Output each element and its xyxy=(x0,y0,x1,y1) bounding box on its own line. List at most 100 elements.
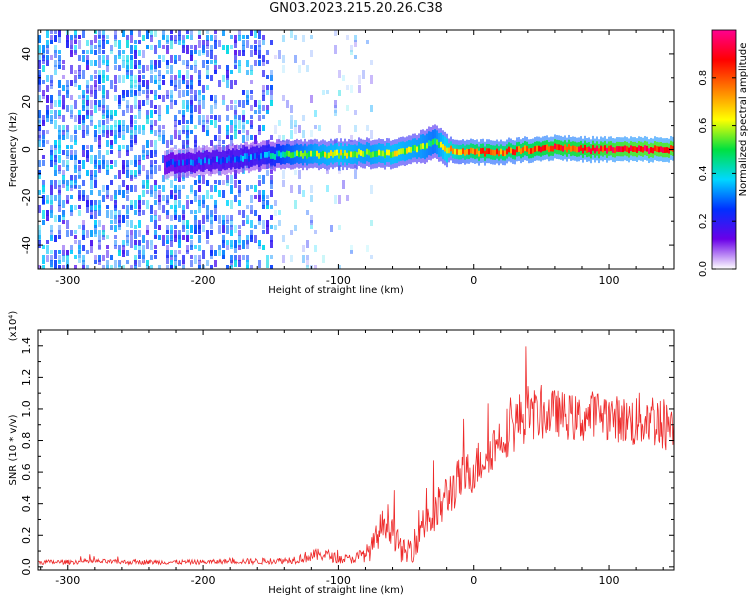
heatmap-cell xyxy=(252,153,254,159)
heatmap-cell xyxy=(238,50,241,56)
heatmap-cell xyxy=(250,95,253,100)
heatmap-cell xyxy=(122,50,125,54)
heatmap-cell xyxy=(656,146,658,152)
heatmap-cell xyxy=(194,195,197,202)
heatmap-cell xyxy=(230,200,233,209)
heatmap-cell xyxy=(502,150,504,157)
heatmap-cell xyxy=(162,195,165,201)
heatmap-cell xyxy=(270,190,273,197)
heatmap-cell xyxy=(202,195,205,204)
heatmap-cell xyxy=(70,210,73,216)
heatmap-cell xyxy=(202,200,205,208)
heatmap-cell xyxy=(126,240,129,246)
heatmap-cell xyxy=(122,30,125,37)
heatmap-cell xyxy=(94,260,97,264)
heatmap-cell xyxy=(432,139,434,145)
heatmap-cell xyxy=(78,70,81,76)
heatmap-cell xyxy=(102,35,105,41)
heatmap-cell xyxy=(90,50,93,54)
heatmap-cell xyxy=(46,255,49,262)
heatmap-cell xyxy=(90,180,93,189)
heatmap-cell xyxy=(130,185,133,192)
heatmap-cell xyxy=(150,75,153,83)
heatmap-cell xyxy=(90,240,93,246)
heatmap-cell xyxy=(320,151,322,158)
heatmap-cell xyxy=(410,146,412,153)
heatmap-cell xyxy=(50,250,53,254)
heatmap-cell xyxy=(190,235,193,239)
heatmap-cell xyxy=(206,60,209,64)
heatmap-cell xyxy=(90,245,93,253)
heatmap-cell xyxy=(208,158,210,165)
heatmap-cell xyxy=(58,205,61,212)
heatmap-cell xyxy=(130,80,133,88)
heatmap-cell xyxy=(246,135,249,141)
heatmap-cell xyxy=(74,205,77,210)
heatmap-cell xyxy=(178,40,181,45)
heatmap-cell xyxy=(102,120,105,125)
heatmap-cell xyxy=(198,225,201,234)
heatmap-cell xyxy=(162,130,165,136)
heatmap-cell xyxy=(422,143,424,149)
snr-xtick-label: -100 xyxy=(326,574,351,587)
heatmap-cell xyxy=(146,80,149,89)
heatmap-cell xyxy=(238,156,240,163)
heatmap-cell xyxy=(98,140,101,147)
heatmap-cell xyxy=(280,152,282,159)
heatmap-cell xyxy=(190,80,193,89)
heatmap-cell xyxy=(226,70,229,78)
heatmap-cell xyxy=(122,75,125,83)
heatmap-cell xyxy=(78,55,81,61)
heatmap-cell xyxy=(154,220,157,229)
heatmap-cell xyxy=(90,215,93,219)
heatmap-cell xyxy=(270,85,273,90)
heatmap-cell xyxy=(138,250,141,259)
heatmap-cell xyxy=(186,100,189,109)
heatmap-cell xyxy=(74,30,77,38)
heatmap-cell xyxy=(238,100,241,107)
heatmap-cell xyxy=(178,240,181,248)
heatmap-cell xyxy=(282,135,285,142)
heatmap-cell xyxy=(94,180,97,188)
heatmap-cell xyxy=(174,250,177,257)
heatmap-cell xyxy=(38,70,41,76)
heatmap-cell xyxy=(388,149,390,156)
heatmap-cell xyxy=(238,60,241,66)
heatmap-cell xyxy=(82,125,85,131)
heatmap-cell xyxy=(90,60,93,66)
heatmap-cell xyxy=(114,125,117,130)
heatmap-cell xyxy=(562,145,564,152)
heatmap-cell xyxy=(266,255,269,260)
heatmap-cell xyxy=(278,135,281,142)
heatmap-cell xyxy=(138,40,141,44)
heatmap-cell xyxy=(86,155,89,162)
heatmap-cell xyxy=(38,175,41,179)
heatmap-cell xyxy=(170,40,173,49)
heatmap-cell xyxy=(644,145,646,151)
heatmap-cell xyxy=(186,90,189,96)
heatmap-cell xyxy=(246,120,249,124)
heatmap-cell xyxy=(578,146,580,153)
heatmap-cell xyxy=(358,75,361,84)
heatmap-cell xyxy=(138,75,141,82)
heatmap-cell xyxy=(302,130,305,138)
heatmap-cell xyxy=(250,210,253,214)
heatmap-cell xyxy=(106,35,109,39)
heatmap-cell xyxy=(230,120,233,125)
heatmap-cell xyxy=(270,255,273,259)
heatmap-cell xyxy=(158,40,161,48)
heatmap-cell xyxy=(126,75,129,79)
heatmap-cell xyxy=(226,115,229,121)
heatmap-cell xyxy=(134,265,137,269)
heatmap-cell xyxy=(190,185,193,192)
heatmap-cell xyxy=(202,159,204,166)
heatmap-cell xyxy=(122,245,125,254)
heatmap-cell xyxy=(110,220,113,224)
heatmap-cell xyxy=(134,45,137,53)
heatmap-cell xyxy=(122,60,125,68)
heatmap-cell xyxy=(314,265,317,269)
heatmap-cell xyxy=(74,70,77,74)
heatmap-cell xyxy=(158,185,161,189)
heatmap-cell xyxy=(126,100,129,108)
